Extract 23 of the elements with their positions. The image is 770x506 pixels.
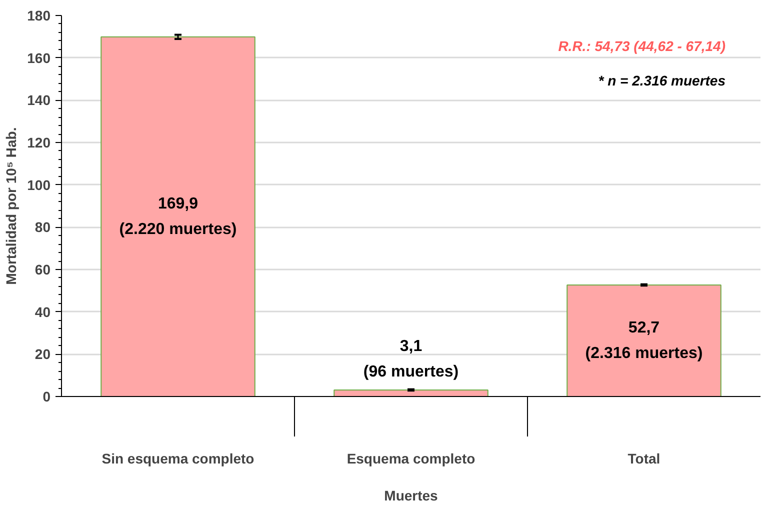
annotation: * n = 2.316 muertes [598,72,726,88]
x-axis-title: Muertes [384,488,438,504]
y-tick-label: 40 [34,304,51,320]
y-tick-label: 100 [27,176,51,193]
x-tick-label: Esquema completo [346,450,476,466]
y-tick-label: 20 [34,346,51,362]
x-tick-label: Sin esquema completo [102,450,254,466]
y-tick-label: 180 [27,8,51,24]
data-label: 169,9 (2.220 muertes) [119,195,237,238]
data-label: 3,1 (96 muertes) [363,338,459,380]
y-tick-label: 60 [34,262,51,278]
y-tick-label: 80 [34,219,51,236]
bar [566,284,722,396]
y-tick-label: 120 [27,134,51,150]
y-tick-label: 0 [42,388,51,404]
data-label: 52,7 (2.316 muertes) [585,319,703,362]
bar [334,389,488,396]
annotation: R.R.: 54,73 (44,62 - 67,14) [558,38,726,54]
y-axis-title: Mortalidad por 10⁵ Hab. [3,127,20,285]
y-tick-label: 160 [27,50,51,66]
bar [100,36,256,396]
y-tick-label: 140 [27,92,51,108]
x-tick-label: Total [628,450,660,466]
